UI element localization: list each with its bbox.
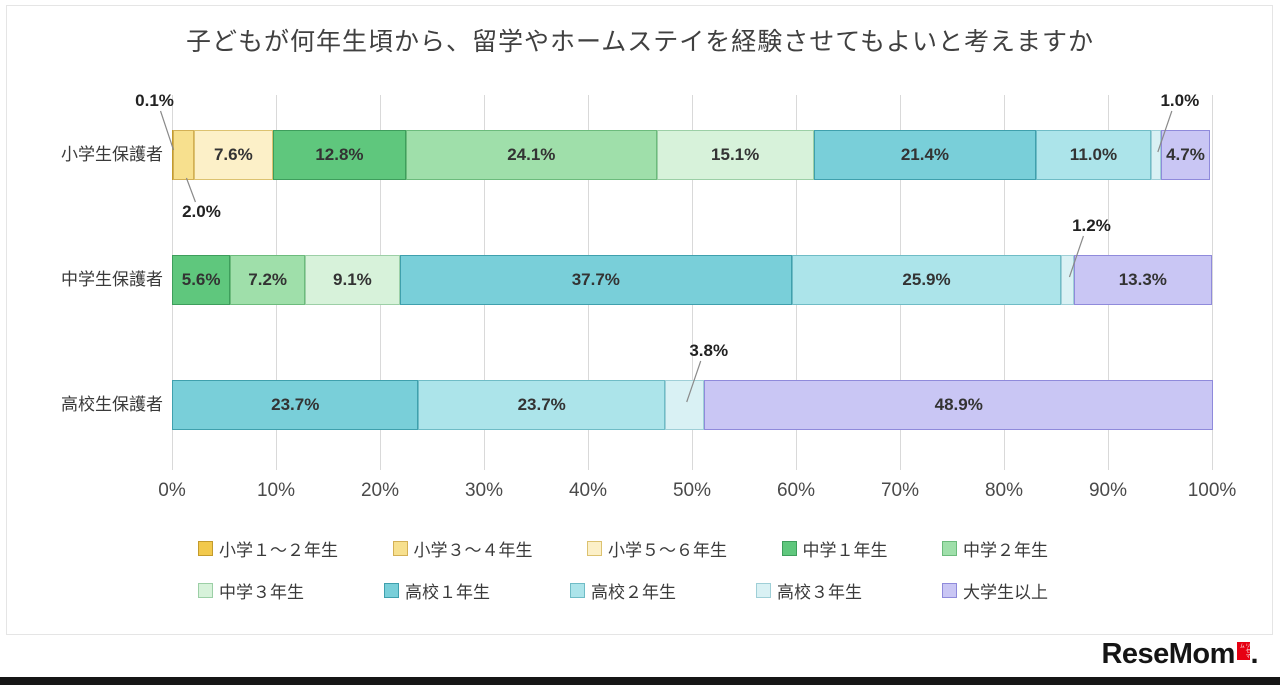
category-label: 中学生保護者 — [61, 270, 163, 289]
legend-swatch — [384, 582, 399, 598]
logo-tag: リセマム — [1236, 642, 1251, 660]
legend-swatch — [392, 540, 408, 556]
gridline — [1211, 95, 1213, 470]
legend-label: 中学２年生 — [963, 540, 1048, 560]
bar-value-label: 11.0% — [1069, 145, 1118, 164]
logo-period: . — [1250, 638, 1258, 670]
x-tick-label: 60% — [776, 480, 816, 501]
bar-segment — [230, 255, 306, 305]
bar-value-label: 7.2% — [248, 270, 288, 289]
bar-value-label: 37.7% — [571, 270, 620, 289]
bar-segment — [173, 130, 194, 180]
legend-label: 小学１～２年生 — [219, 540, 338, 560]
legend-label: 小学５～６年生 — [608, 540, 727, 560]
legend-item: 中学３年生 — [198, 579, 304, 602]
x-tick-label: 0% — [158, 480, 186, 501]
legend-swatch — [198, 540, 213, 556]
bar-segment — [193, 130, 273, 180]
bar-segment — [1073, 255, 1212, 305]
bar-segment — [172, 380, 419, 430]
x-tick-label: 100% — [1187, 480, 1237, 501]
bar-value-label: 9.1% — [333, 270, 372, 289]
legend-swatch — [198, 582, 213, 598]
bar-segment — [1036, 130, 1151, 180]
legend: 小学１～２年生 小学３～４年生 小学５～６年生 中学１年生 中学２年生中学３年生 高校１年… — [198, 537, 1048, 621]
bar-segment — [813, 130, 1037, 180]
bar-value-label: 21.4% — [900, 145, 950, 164]
legend-label: 小学３～４年生 — [413, 540, 533, 560]
legend-item: 大学生以上 — [942, 579, 1048, 602]
callout-label: 2.0% — [182, 202, 221, 221]
legend-label: 中学３年生 — [219, 582, 304, 602]
callout-label: 1.0% — [1160, 91, 1200, 110]
callout-label: 0.1% — [135, 91, 174, 110]
logo-text: ReseMom — [1101, 638, 1235, 670]
bar-segment — [704, 380, 1214, 430]
x-tick-label: 50% — [672, 480, 712, 501]
bar-value-label: 48.9% — [934, 395, 983, 414]
x-tick-label: 30% — [464, 480, 504, 501]
bar-segment — [399, 255, 792, 305]
bar-value-label: 24.1% — [507, 145, 556, 164]
legend-item: 中学１年生 — [781, 537, 888, 560]
bar-segment — [1150, 130, 1162, 180]
bar-segment — [172, 255, 231, 305]
legend-item: 高校３年生 — [756, 579, 862, 602]
legend-row: 中学３年生 高校１年生 高校２年生 高校３年生 大学生以上 — [198, 579, 1048, 602]
category-label: 高校生保護者 — [61, 395, 163, 414]
bar-segment — [305, 255, 400, 305]
legend-swatch — [942, 540, 957, 556]
category-label: 小学生保護者 — [61, 145, 163, 164]
callout-label: 1.2% — [1072, 216, 1111, 235]
x-tick-label: 40% — [568, 480, 608, 501]
bar-segment — [418, 380, 665, 430]
x-tick-label: 20% — [360, 480, 400, 501]
bar-value-label: 15.1% — [711, 145, 760, 164]
legend-item: 中学２年生 — [942, 537, 1048, 560]
chart-frame — [6, 5, 1273, 635]
legend-swatch — [942, 582, 957, 598]
legend-label: 高校２年生 — [591, 582, 676, 602]
legend-item: 小学３～４年生 — [392, 537, 533, 560]
x-tick-label: 90% — [1088, 480, 1128, 501]
bar-value-label: 5.6% — [181, 270, 221, 289]
bar-segment — [406, 130, 657, 180]
x-tick-label: 70% — [880, 480, 920, 501]
bar-value-label: 12.8% — [315, 145, 364, 164]
legend-label: 大学生以上 — [963, 582, 1048, 602]
legend-label: 高校３年生 — [777, 582, 862, 602]
legend-item: 小学５～６年生 — [587, 537, 727, 560]
legend-item: 高校２年生 — [570, 579, 676, 602]
bar-value-label: 23.7% — [271, 395, 320, 414]
bar-segment — [272, 130, 406, 180]
callout-label: 3.8% — [689, 341, 729, 360]
bar-segment — [791, 255, 1062, 305]
legend-swatch — [756, 582, 771, 598]
legend-label: 高校１年生 — [405, 582, 490, 602]
legend-row: 小学１～２年生 小学３～４年生 小学５～６年生 中学１年生 中学２年生 — [198, 537, 1048, 560]
bottom-bar — [0, 677, 1280, 685]
legend-swatch — [781, 540, 797, 556]
bar-segment — [664, 380, 705, 430]
x-tick-label: 80% — [984, 480, 1024, 501]
legend-swatch — [570, 582, 585, 598]
bar-value-label: 4.7% — [1166, 145, 1205, 164]
bar-value-label: 7.6% — [213, 145, 253, 164]
bar-segment — [656, 130, 814, 180]
chart-title: 子どもが何年生頃から、留学やホームステイを経験させてもよいと考えますか — [185, 28, 1094, 56]
legend-item: 小学１～２年生 — [198, 537, 338, 560]
legend-swatch — [587, 540, 602, 556]
legend-item: 高校１年生 — [384, 579, 490, 602]
bar-value-label: 23.7% — [517, 395, 566, 414]
bar-segment — [1061, 255, 1074, 305]
x-tick-label: 10% — [256, 480, 296, 501]
bar-value-label: 13.3% — [1118, 270, 1167, 289]
resemom-logo: ReseMom リセマム. — [1101, 640, 1258, 669]
legend-label: 中学１年生 — [802, 540, 888, 560]
bar-value-label: 25.9% — [902, 270, 951, 289]
